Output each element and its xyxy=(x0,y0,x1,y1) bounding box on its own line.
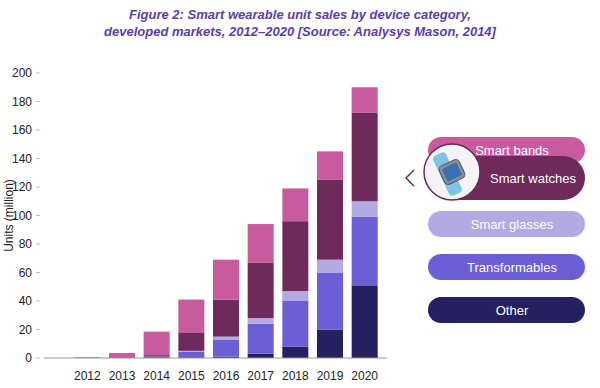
x-tick-label: 2020 xyxy=(351,369,378,383)
bar xyxy=(352,87,378,113)
y-tick-label: 60 xyxy=(19,266,33,280)
y-tick-label: 20 xyxy=(19,323,33,337)
bar xyxy=(282,301,308,347)
y-tick xyxy=(36,215,40,216)
bar xyxy=(144,332,170,356)
watch-strap xyxy=(432,151,463,197)
bar xyxy=(248,318,274,324)
bar xyxy=(282,347,308,358)
bar xyxy=(352,201,378,217)
bar xyxy=(248,324,274,354)
legend-label: Transformables xyxy=(467,260,557,275)
x-tick-label: 2013 xyxy=(109,369,136,383)
bar xyxy=(248,263,274,319)
legend-pointer xyxy=(406,170,414,186)
bar xyxy=(317,330,343,359)
bar xyxy=(282,188,308,221)
bar xyxy=(317,260,343,273)
y-tick xyxy=(36,358,40,359)
bar xyxy=(213,300,239,337)
legend-label: Smart watches xyxy=(490,171,576,186)
x-tick-label: 2012 xyxy=(74,369,101,383)
bar xyxy=(282,221,308,291)
bar xyxy=(317,273,343,330)
bar xyxy=(317,151,343,180)
y-tick xyxy=(36,130,40,131)
x-tick-label: 2014 xyxy=(143,369,170,383)
legend-label: Smart bands xyxy=(475,143,549,158)
y-tick xyxy=(36,73,40,74)
y-tick-label: 100 xyxy=(12,209,32,223)
title: Figure 2: Smart wearable unit sales by d… xyxy=(100,6,500,40)
bar xyxy=(248,224,274,262)
y-tick xyxy=(36,187,40,188)
y-tick-label: 180 xyxy=(12,95,32,109)
bar xyxy=(144,355,170,356)
chart: Units (million)0204060801001201401601802… xyxy=(0,0,600,388)
y-tick-label: 200 xyxy=(12,66,32,80)
bars xyxy=(74,87,377,358)
y-tick xyxy=(36,158,40,159)
bar xyxy=(352,285,378,358)
legend-swatch xyxy=(428,297,585,323)
bar xyxy=(178,300,204,333)
bar xyxy=(213,337,239,340)
y-tick xyxy=(36,329,40,330)
legend-label: Other xyxy=(496,303,529,318)
y-tick-label: 140 xyxy=(12,152,32,166)
y-tick-label: 40 xyxy=(19,294,33,308)
bar xyxy=(178,352,204,358)
y-tick xyxy=(36,244,40,245)
bar xyxy=(178,332,204,351)
bar xyxy=(317,180,343,260)
bar xyxy=(282,291,308,301)
legend-swatch xyxy=(428,254,585,280)
y-tick-label: 80 xyxy=(19,237,33,251)
watch-face xyxy=(438,158,466,185)
y-tick xyxy=(36,301,40,302)
bar xyxy=(213,339,239,356)
x-tick-label: 2017 xyxy=(247,369,274,383)
y-tick xyxy=(36,272,40,273)
y-tick xyxy=(36,101,40,102)
bar xyxy=(352,217,378,285)
legend-swatch xyxy=(428,211,585,237)
y-tick-label: 160 xyxy=(12,123,32,137)
x-axis-line xyxy=(44,358,387,359)
x-tick-label: 2018 xyxy=(282,369,309,383)
x-tick-label: 2015 xyxy=(178,369,205,383)
legend-label: Smart glasses xyxy=(471,217,554,232)
watch-screen xyxy=(442,162,462,181)
bar xyxy=(213,260,239,300)
watch-icon xyxy=(424,144,480,200)
y-tick-label: 0 xyxy=(25,351,32,365)
bar xyxy=(248,354,274,358)
bar xyxy=(144,356,170,357)
bar xyxy=(109,353,135,357)
x-tick-label: 2019 xyxy=(317,369,344,383)
x-tick-label: 2016 xyxy=(213,369,240,383)
bar xyxy=(352,113,378,201)
y-tick-label: 120 xyxy=(12,180,32,194)
